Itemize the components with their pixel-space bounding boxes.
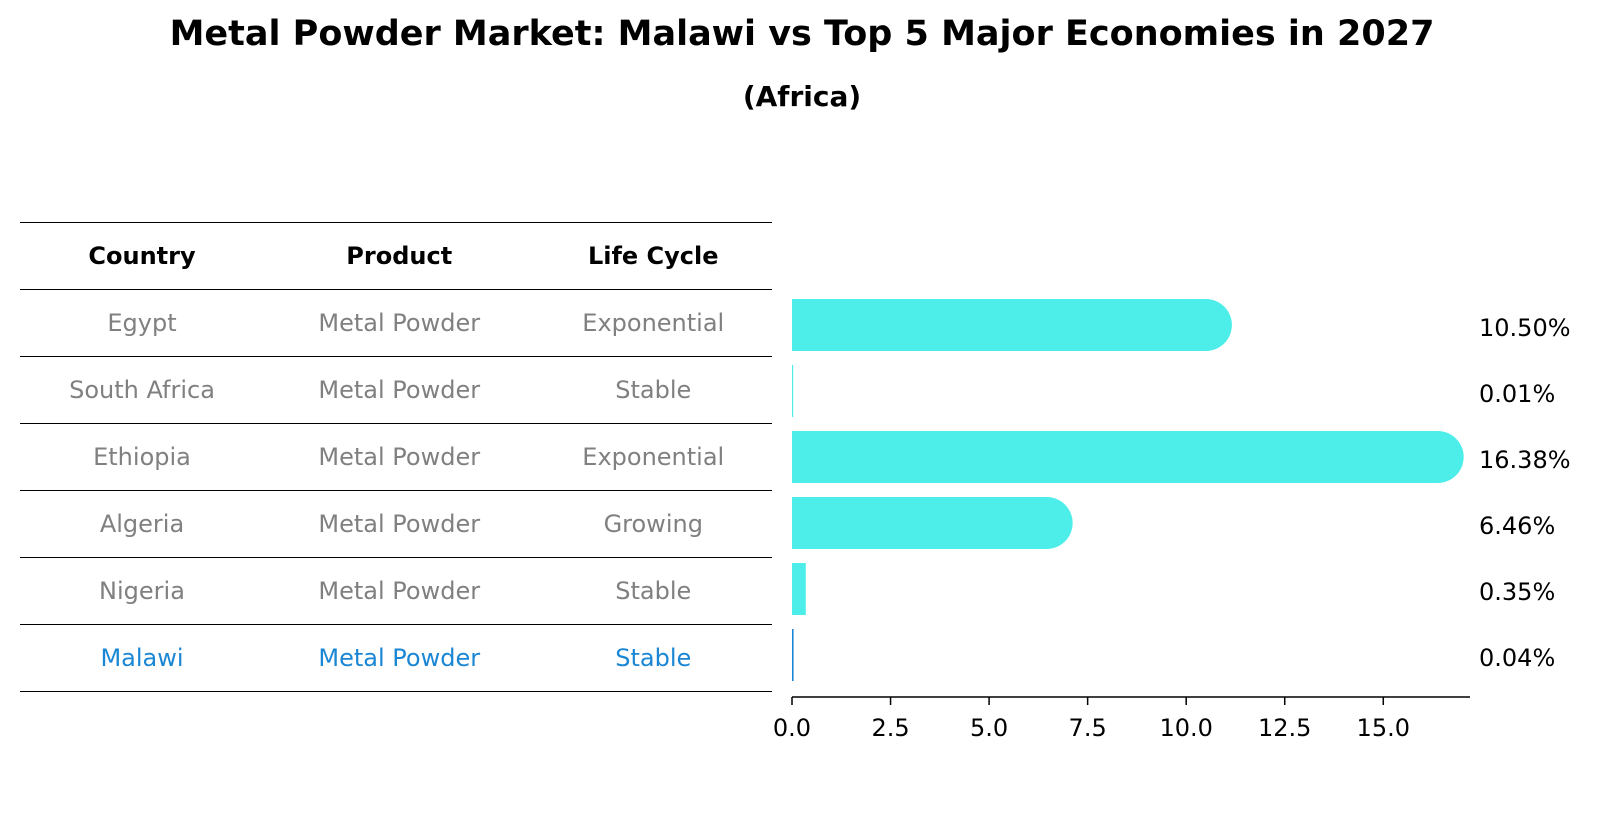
x-tick-label: 2.5 — [871, 714, 909, 742]
cell-country: South Africa — [20, 356, 264, 424]
cell-life-cycle: Growing — [534, 490, 772, 558]
bar-cap — [1179, 299, 1232, 351]
cell-country: Algeria — [20, 490, 264, 558]
x-tick-label: 15.0 — [1357, 714, 1410, 742]
cell-country: Ethiopia — [20, 423, 264, 491]
value-label: 0.04% — [1479, 644, 1555, 672]
cell-product: Metal Powder — [263, 624, 535, 692]
table-row: Egypt Metal Powder Exponential — [20, 289, 772, 357]
x-tick-label: 5.0 — [970, 714, 1008, 742]
country-table: Country Product Life Cycle Egypt Metal P… — [20, 222, 772, 692]
cell-life-cycle: Exponential — [534, 289, 772, 357]
cell-country: Malawi — [20, 624, 264, 692]
table-row-highlighted: Malawi Metal Powder Stable — [20, 624, 772, 692]
table-row: Nigeria Metal Powder Stable — [20, 557, 772, 625]
cell-product: Metal Powder — [263, 557, 535, 625]
chart-subtitle: (Africa) — [742, 80, 862, 113]
bar-algeria — [792, 497, 1047, 549]
cell-life-cycle: Stable — [534, 557, 772, 625]
cell-product: Metal Powder — [263, 289, 535, 357]
cell-country: Nigeria — [20, 557, 264, 625]
x-tick-label: 0.0 — [773, 714, 811, 742]
bar-malawi — [792, 629, 794, 681]
bar-ethiopia — [792, 431, 1438, 483]
value-label: 0.01% — [1479, 380, 1555, 408]
table-row: Algeria Metal Powder Growing — [20, 490, 772, 558]
cell-product: Metal Powder — [263, 356, 535, 424]
cell-product: Metal Powder — [263, 423, 535, 491]
table-header-row: Country Product Life Cycle — [20, 222, 772, 290]
column-header-product: Product — [263, 222, 535, 290]
value-label: 10.50% — [1479, 314, 1571, 342]
cell-life-cycle: Stable — [534, 356, 772, 424]
chart-title: Metal Powder Market: Malawi vs Top 5 Maj… — [169, 14, 1435, 54]
cell-life-cycle: Exponential — [534, 423, 772, 491]
table-row: South Africa Metal Powder Stable — [20, 356, 772, 424]
bar-south-africa — [792, 365, 794, 417]
value-label: 6.46% — [1479, 512, 1555, 540]
bar-nigeria — [792, 563, 806, 615]
table-row: Ethiopia Metal Powder Exponential — [20, 423, 772, 491]
x-tick-label: 7.5 — [1069, 714, 1107, 742]
value-label: 16.38% — [1479, 446, 1571, 474]
bar-egypt — [792, 299, 1206, 351]
column-header-country: Country — [20, 222, 264, 290]
x-tick-label: 10.0 — [1159, 714, 1212, 742]
cell-country: Egypt — [20, 289, 264, 357]
x-tick-label: 12.5 — [1258, 714, 1311, 742]
column-header-life-cycle: Life Cycle — [534, 222, 772, 290]
bar-cap — [1020, 497, 1073, 549]
cell-product: Metal Powder — [263, 490, 535, 558]
cell-life-cycle: Stable — [534, 624, 772, 692]
bar-cap — [1411, 431, 1464, 483]
value-label: 0.35% — [1479, 578, 1555, 606]
